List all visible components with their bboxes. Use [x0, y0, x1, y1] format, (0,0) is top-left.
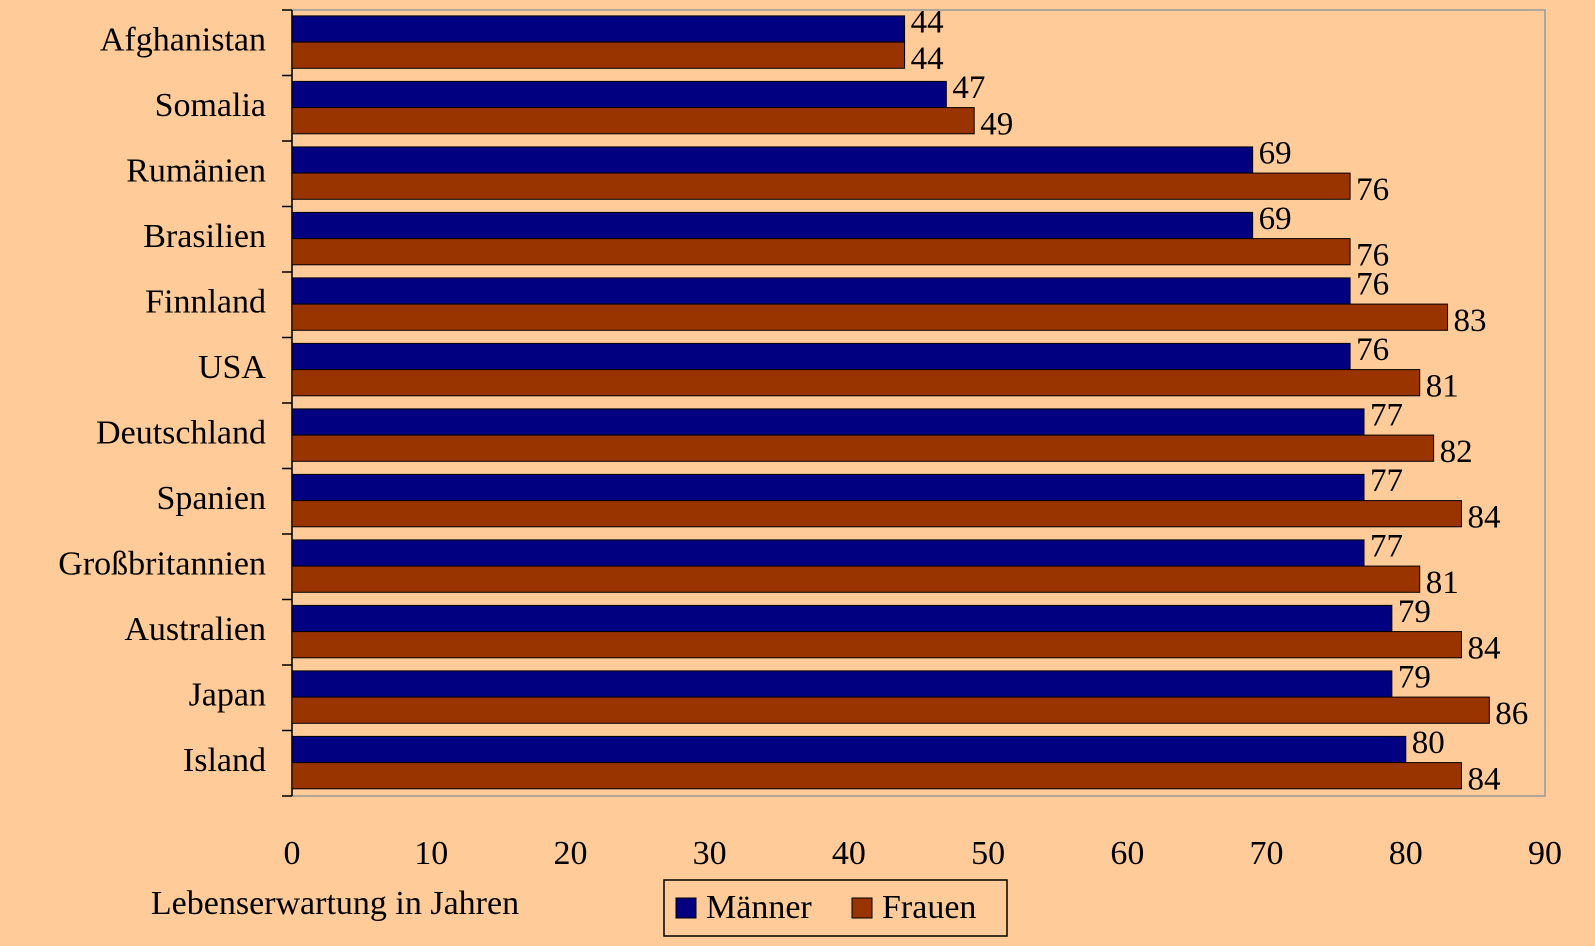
y-tick-label: Brasilien [143, 218, 266, 255]
value-label: 86 [1495, 696, 1528, 732]
bar [291, 408, 1365, 436]
bar [291, 473, 1365, 502]
bar [291, 146, 1254, 174]
y-tick-label: Island [183, 742, 266, 779]
x-tick-label: 20 [553, 835, 587, 872]
value-label: 76 [1356, 172, 1389, 208]
y-tick-label: Großbritannien [58, 546, 266, 583]
y-tick-label: Rumänien [126, 153, 266, 190]
value-label: 76 [1356, 237, 1389, 273]
value-label: 77 [1370, 398, 1403, 434]
bar [291, 696, 1490, 724]
legend-swatch [675, 897, 697, 919]
y-tick-label: Spanien [156, 480, 266, 517]
legend-label: Frauen [882, 889, 976, 926]
x-tick-label: 90 [1528, 835, 1562, 872]
value-label: 84 [1467, 499, 1500, 535]
value-label: 79 [1398, 594, 1431, 630]
bar [291, 735, 1407, 764]
bar [291, 211, 1254, 240]
value-label: 84 [1467, 761, 1500, 797]
bar [291, 670, 1393, 698]
value-label: 76 [1356, 267, 1389, 303]
y-tick-label: Australien [124, 611, 266, 648]
bar [291, 303, 1449, 331]
legend [663, 879, 1008, 937]
x-tick-label: 60 [1110, 835, 1144, 872]
y-tick-label: Somalia [155, 87, 266, 124]
y-tick-label: Afghanistan [100, 22, 266, 59]
value-label: 77 [1370, 463, 1403, 499]
x-tick-label: 0 [284, 835, 301, 872]
bar [291, 565, 1421, 593]
bar [291, 500, 1462, 528]
x-tick-label: 80 [1389, 835, 1423, 872]
value-label: 76 [1356, 332, 1389, 368]
legend-swatch [851, 897, 873, 919]
bar [291, 172, 1351, 200]
y-tick-label: Finnland [145, 284, 266, 321]
bar [291, 604, 1393, 633]
x-tick-label: 10 [414, 835, 448, 872]
bar [291, 41, 906, 69]
value-label: 44 [911, 41, 944, 77]
x-axis-label: Lebenserwartung in Jahren [151, 885, 519, 922]
value-label: 81 [1426, 565, 1459, 601]
y-tick-label: Japan [189, 677, 266, 714]
bar [291, 107, 975, 135]
value-label: 44 [911, 5, 944, 41]
value-label: 69 [1259, 136, 1292, 172]
y-tick-label: USA [198, 349, 266, 386]
value-label: 82 [1440, 434, 1473, 470]
bar [291, 277, 1351, 305]
value-label: 49 [980, 106, 1013, 142]
value-label: 47 [952, 70, 985, 106]
value-label: 69 [1259, 201, 1292, 237]
value-label: 80 [1412, 725, 1445, 761]
bar [291, 369, 1421, 397]
x-tick-label: 30 [693, 835, 727, 872]
x-tick-label: 50 [971, 835, 1005, 872]
bar [291, 238, 1351, 266]
value-label: 84 [1467, 630, 1500, 666]
bar [291, 539, 1365, 567]
y-tick-label: Deutschland [96, 415, 266, 452]
value-label: 77 [1370, 529, 1403, 565]
bar [291, 342, 1351, 371]
legend-label: Männer [706, 889, 812, 926]
bar [291, 434, 1435, 462]
bar [291, 15, 906, 43]
value-label: 81 [1426, 368, 1459, 404]
bar [291, 762, 1462, 790]
x-tick-label: 40 [832, 835, 866, 872]
value-label: 83 [1454, 303, 1487, 339]
bar [291, 631, 1462, 659]
bar [291, 80, 947, 109]
value-label: 79 [1398, 660, 1431, 696]
x-tick-label: 70 [1250, 835, 1284, 872]
